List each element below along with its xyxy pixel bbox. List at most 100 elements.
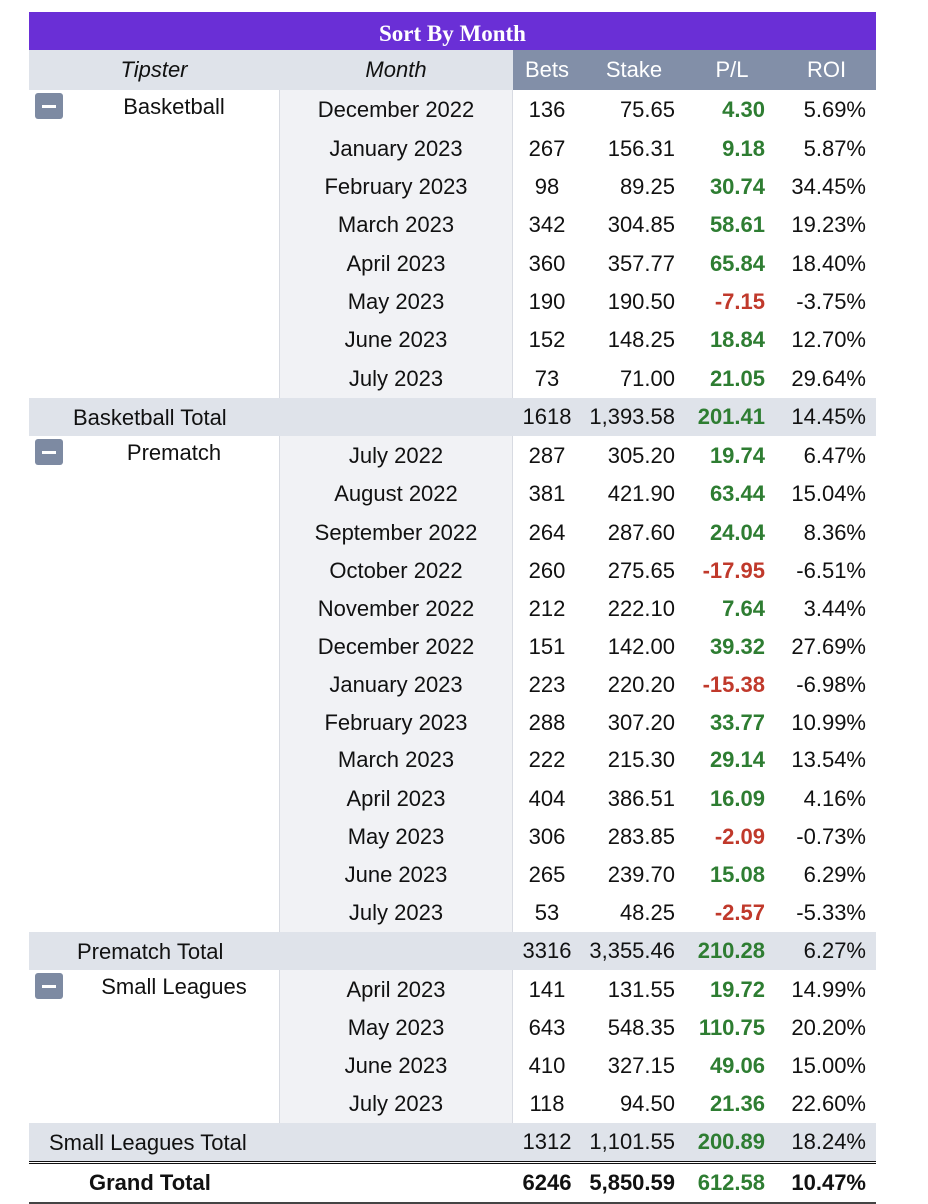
pl-cell: 33.77 xyxy=(709,709,765,735)
month-cell: August 2022 xyxy=(279,475,513,513)
month-cell: July 2023 xyxy=(279,1084,513,1123)
stake-cell: 305.20 xyxy=(607,442,675,468)
total-stake: 1,393.58 xyxy=(589,404,675,429)
roi-cell: 4.16% xyxy=(803,785,866,811)
total-bets: 1618 xyxy=(522,404,572,429)
roi-cell: 15.04% xyxy=(791,481,866,506)
group-block: Small Leagues April 2023 141 131.55 19.72 14.… xyxy=(29,970,876,1161)
bets-cell: 190 xyxy=(528,289,566,314)
table-row: May 2023 306 283.85 -2.09 -0.73% xyxy=(29,818,876,855)
total-bets: 3316 xyxy=(522,938,572,963)
pivot-table: Sort By Month Tipster Month Bets Stake P… xyxy=(29,12,876,1204)
stake-cell: 71.00 xyxy=(619,365,675,391)
total-roi: 6.27% xyxy=(803,938,866,963)
collapse-minus-icon[interactable] xyxy=(35,93,63,119)
roi-cell: 19.23% xyxy=(791,212,866,237)
bets-cell: 264 xyxy=(528,519,566,545)
roi-cell: -3.75% xyxy=(796,289,866,314)
header-month[interactable]: Month xyxy=(365,57,427,82)
bets-cell: 53 xyxy=(534,900,560,925)
pl-cell: 21.36 xyxy=(709,1090,765,1116)
roi-cell: 15.00% xyxy=(791,1052,866,1078)
month-cell: May 2023 xyxy=(279,818,513,855)
stake-cell: 327.15 xyxy=(607,1052,675,1078)
table-row: May 2023 643 548.35 110.75 20.20% xyxy=(29,1009,876,1047)
total-label: Basketball Total xyxy=(73,405,227,430)
tipster-cell xyxy=(29,666,279,704)
tipster-cell xyxy=(29,855,279,894)
bets-cell: 260 xyxy=(528,558,566,583)
month-cell: June 2023 xyxy=(279,855,513,894)
pl-cell: 63.44 xyxy=(709,481,765,506)
month-cell: July 2022 xyxy=(279,436,513,475)
bets-cell: 141 xyxy=(528,976,566,1002)
total-label: Prematch Total xyxy=(77,939,224,964)
table-row: August 2022 381 421.90 63.44 15.04% xyxy=(29,475,876,513)
header-stake: Stake xyxy=(581,50,687,90)
pl-cell: -7.15 xyxy=(714,289,765,314)
table-row: Prematch July 2022 287 305.20 19.74 6.47% xyxy=(29,436,876,475)
tipster-cell xyxy=(29,359,279,398)
table-row: March 2023 342 304.85 58.61 19.23% xyxy=(29,206,876,244)
table-row: July 2023 73 71.00 21.05 29.64% xyxy=(29,359,876,398)
header-tipster[interactable]: Tipster xyxy=(120,57,188,82)
month-cell: February 2023 xyxy=(279,704,513,741)
month-cell: July 2023 xyxy=(279,359,513,398)
roi-cell: 3.44% xyxy=(803,595,866,621)
tipster-cell xyxy=(29,168,279,206)
roi-cell: 14.99% xyxy=(791,976,866,1002)
stake-cell: 421.90 xyxy=(607,481,675,506)
roi-cell: -5.33% xyxy=(796,900,866,925)
total-pl: 210.28 xyxy=(697,938,765,963)
table-row: November 2022 212 222.10 7.64 3.44% xyxy=(29,590,876,627)
roi-cell: 27.69% xyxy=(791,633,866,659)
stake-cell: 156.31 xyxy=(607,135,675,161)
header-row: Tipster Month Bets Stake P/L ROI xyxy=(29,50,876,90)
pl-cell: 4.30 xyxy=(722,96,765,122)
month-cell: June 2023 xyxy=(279,321,513,359)
roi-cell: 8.36% xyxy=(803,519,866,545)
month-cell: February 2023 xyxy=(279,168,513,206)
table-row: March 2023 222 215.30 29.14 13.54% xyxy=(29,741,876,779)
roi-cell: 29.64% xyxy=(791,365,866,391)
table-row: Basketball December 2022 136 75.65 4.30 5.69% xyxy=(29,90,876,129)
roi-cell: -0.73% xyxy=(796,823,866,849)
bets-cell: 288 xyxy=(528,709,566,735)
table-row: June 2023 265 239.70 15.08 6.29% xyxy=(29,855,876,894)
stake-cell: 94.50 xyxy=(619,1090,675,1116)
pl-cell: -15.38 xyxy=(702,672,765,697)
tipster-cell xyxy=(29,1047,279,1084)
stake-cell: 48.25 xyxy=(619,900,675,925)
tipster-cell xyxy=(29,552,279,590)
group-total-row: Basketball Total 1618 1,393.58 201.41 14.45% xyxy=(29,398,876,436)
bets-cell: 404 xyxy=(528,785,566,811)
collapse-minus-icon[interactable] xyxy=(35,439,63,465)
bets-cell: 136 xyxy=(528,96,566,122)
pl-cell: -17.95 xyxy=(702,558,765,583)
pl-cell: 29.14 xyxy=(709,747,765,772)
month-cell: April 2023 xyxy=(279,970,513,1009)
stake-cell: 283.85 xyxy=(607,823,675,849)
collapse-minus-icon[interactable] xyxy=(35,973,63,999)
roi-cell: -6.51% xyxy=(796,558,866,583)
pl-cell: 15.08 xyxy=(709,861,765,887)
tipster-cell xyxy=(29,206,279,244)
stake-cell: 304.85 xyxy=(607,212,675,237)
header-pl: P/L xyxy=(687,50,777,90)
month-cell: June 2023 xyxy=(279,1047,513,1084)
stake-cell: 215.30 xyxy=(607,747,675,772)
table-row: February 2023 288 307.20 33.77 10.99% xyxy=(29,704,876,741)
bets-cell: 212 xyxy=(528,595,566,621)
month-cell: January 2023 xyxy=(279,129,513,168)
tipster-name: Prematch xyxy=(126,440,222,465)
table-row: January 2023 267 156.31 9.18 5.87% xyxy=(29,129,876,168)
tipster-name: Small Leagues xyxy=(101,974,247,999)
stake-cell: 89.25 xyxy=(619,174,675,199)
month-cell: March 2023 xyxy=(279,206,513,244)
stake-cell: 131.55 xyxy=(607,976,675,1002)
roi-cell: 20.20% xyxy=(791,1015,866,1040)
pl-cell: 21.05 xyxy=(709,365,765,391)
group-block: Basketball December 2022 136 75.65 4.30 5.69%… xyxy=(29,90,876,436)
table-row: June 2023 410 327.15 49.06 15.00% xyxy=(29,1047,876,1084)
bets-cell: 360 xyxy=(528,250,566,276)
